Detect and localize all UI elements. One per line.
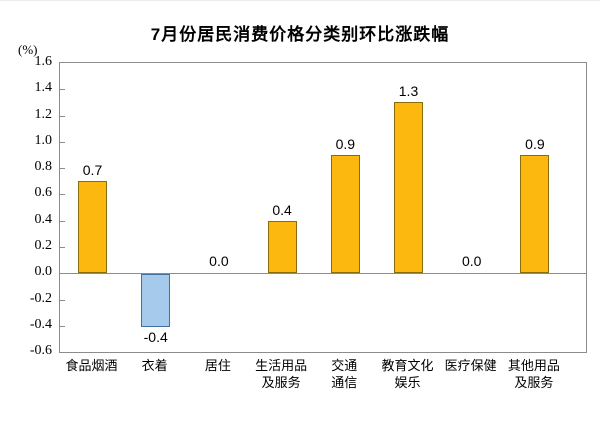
x-axis-category-label-line: 交通	[331, 358, 358, 373]
x-axis-category-label-line: 居住	[204, 358, 231, 373]
x-axis-category-label-line: 生活用品	[255, 358, 308, 373]
y-axis-tick-mark	[60, 141, 65, 143]
bar-value-label: 0.0	[461, 253, 482, 270]
bar-4	[267, 220, 297, 274]
bar-value-label: -0.4	[143, 328, 168, 345]
y-axis-tick-label: 1.2	[34, 106, 53, 122]
x-axis-category-label-line: 衣着	[141, 358, 168, 373]
x-axis-category-label: 医疗保健	[426, 357, 516, 374]
y-axis-tick-mark	[60, 194, 65, 196]
y-axis-tick-label: 0.4	[34, 211, 53, 227]
y-axis-tick-label: 1.0	[34, 132, 53, 148]
y-axis-tick-label: -0.6	[29, 343, 52, 358]
x-axis-category-label: 生活用品 及服务	[236, 357, 326, 391]
bar-6	[394, 102, 423, 274]
x-axis-category-label-line: 及服务	[514, 375, 554, 390]
x-axis-category-label-line: 教育文化	[381, 358, 434, 373]
y-axis-tick-label: 0.6	[34, 185, 53, 201]
x-axis-category-label: 食品烟酒	[47, 357, 137, 374]
x-axis-category-label: 交通 通信	[299, 357, 389, 391]
x-axis-category-label-line: 其他用品	[507, 358, 560, 373]
plot-area: 0.7 -0.4 0.0 0.4 0.9 1.3 0.0 0.9	[59, 62, 587, 353]
y-axis-tick-mark	[60, 273, 65, 275]
y-axis-tick-label: 1.6	[34, 54, 53, 69]
y-axis-tick-mark	[60, 115, 65, 117]
bar-value-label: 0.9	[525, 136, 545, 152]
y-axis-tick-label: 0.2	[34, 237, 53, 253]
y-axis-tick-mark	[60, 220, 65, 222]
x-axis-category-label: 其他用品 及服务	[489, 357, 579, 391]
y-axis-tick-label: 0.0	[34, 264, 53, 280]
bar-value-label: 1.3	[398, 83, 419, 100]
y-axis-tick-mark	[60, 168, 65, 170]
y-axis-tick-label: -0.4	[29, 316, 52, 332]
x-axis-category-label: 衣着	[110, 357, 200, 374]
x-axis-category-label: 教育文化 娱乐	[363, 357, 453, 391]
y-axis-tick-label: 0.8	[34, 159, 53, 175]
y-axis-tick-mark	[60, 246, 65, 248]
bar-value-label: 0.9	[335, 136, 356, 152]
y-axis-unit-label: (%)	[18, 42, 38, 57]
x-axis-category-label-line: 娱乐	[394, 375, 421, 390]
bar-8	[520, 155, 550, 274]
bar-value-label: 0.4	[272, 201, 292, 218]
x-axis-category-label-line: 通信	[331, 375, 358, 390]
x-axis-category-label-line: 及服务	[261, 375, 301, 390]
y-axis-tick-mark	[60, 299, 65, 301]
bar-value-label: 0.7	[82, 162, 103, 179]
bar-value-label: 0.0	[209, 253, 229, 270]
y-axis-tick-mark	[60, 325, 65, 327]
zero-line	[60, 273, 586, 275]
bar-2	[141, 274, 171, 327]
chart-title: 7月份居民消费价格分类别环比涨跌幅	[150, 25, 450, 44]
x-axis-category-label-line: 医疗保健	[444, 358, 497, 373]
x-axis-category-label-line: 食品烟酒	[65, 358, 118, 373]
y-axis-tick-mark	[60, 89, 65, 91]
bar-1	[78, 181, 107, 274]
x-axis-category-label: 居住	[173, 357, 263, 374]
bar-5	[330, 155, 360, 274]
y-axis-tick-label: 1.4	[34, 80, 53, 96]
y-axis-tick-label: -0.2	[29, 290, 52, 306]
